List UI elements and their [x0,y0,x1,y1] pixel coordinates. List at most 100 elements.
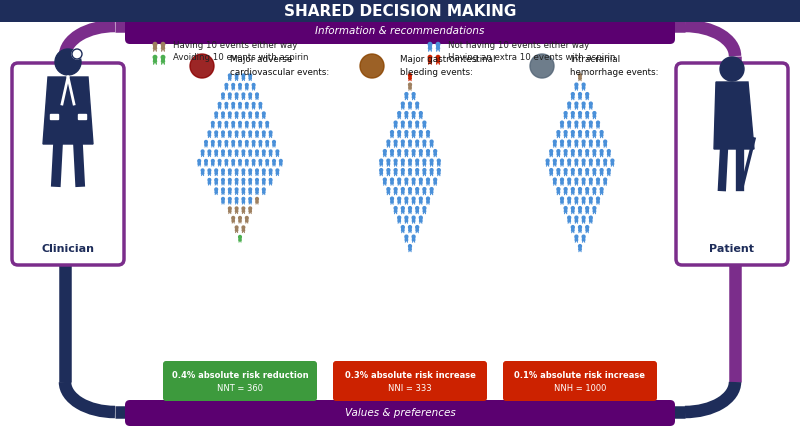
Circle shape [568,178,570,181]
Polygon shape [586,229,589,231]
Circle shape [428,56,432,59]
Circle shape [249,207,251,210]
Circle shape [387,140,390,143]
Polygon shape [597,124,599,126]
Circle shape [205,141,207,143]
Circle shape [380,169,382,171]
Polygon shape [409,171,411,174]
Polygon shape [229,77,231,79]
Polygon shape [246,124,248,126]
Circle shape [561,140,563,143]
Circle shape [225,141,228,143]
Circle shape [256,178,258,181]
Polygon shape [208,172,210,174]
Circle shape [568,216,570,219]
Polygon shape [611,162,614,164]
Polygon shape [394,171,397,174]
Polygon shape [253,105,254,108]
Polygon shape [229,210,231,212]
Polygon shape [242,172,245,174]
Polygon shape [419,181,422,184]
Polygon shape [419,115,422,117]
Polygon shape [256,181,258,184]
Circle shape [571,226,574,229]
Polygon shape [409,76,411,79]
Circle shape [412,178,415,181]
Circle shape [586,150,589,152]
Polygon shape [390,200,394,203]
Circle shape [242,197,245,200]
Circle shape [597,121,599,124]
Circle shape [249,150,251,153]
Circle shape [428,43,432,46]
Polygon shape [430,191,433,193]
Polygon shape [575,86,578,89]
Circle shape [568,197,570,200]
Polygon shape [578,171,582,174]
Circle shape [222,188,224,191]
Polygon shape [402,171,404,174]
Circle shape [412,150,415,152]
Circle shape [582,235,585,238]
Circle shape [593,150,596,152]
Circle shape [246,160,248,162]
Polygon shape [246,86,248,89]
Circle shape [436,56,440,59]
Polygon shape [423,124,426,126]
Circle shape [593,207,596,210]
Circle shape [409,187,411,191]
Circle shape [578,207,582,210]
Polygon shape [232,124,234,126]
Circle shape [582,121,585,124]
Circle shape [222,178,224,181]
Circle shape [266,122,269,124]
Circle shape [575,235,578,238]
Circle shape [405,235,408,238]
Circle shape [229,112,231,115]
Polygon shape [239,219,241,221]
Polygon shape [256,172,258,174]
Polygon shape [383,181,386,184]
Circle shape [578,150,582,152]
Polygon shape [398,219,401,221]
Circle shape [575,216,578,219]
FancyBboxPatch shape [333,361,487,401]
Circle shape [259,102,262,105]
Circle shape [590,140,592,143]
Polygon shape [578,247,582,250]
Polygon shape [409,143,411,145]
Circle shape [238,102,242,105]
Polygon shape [242,210,245,212]
Circle shape [416,159,418,162]
Circle shape [249,197,251,200]
Circle shape [575,102,578,105]
Polygon shape [246,143,248,145]
Polygon shape [276,172,278,174]
Polygon shape [434,152,437,155]
Polygon shape [380,162,382,164]
Polygon shape [575,124,578,126]
Circle shape [571,207,574,210]
Polygon shape [249,181,251,184]
Circle shape [416,187,418,191]
FancyBboxPatch shape [503,361,657,401]
Circle shape [259,141,262,143]
Circle shape [423,140,426,143]
Circle shape [593,169,596,171]
Circle shape [208,131,210,134]
Polygon shape [259,162,262,164]
Polygon shape [226,143,227,145]
Polygon shape [235,95,238,98]
Polygon shape [215,115,218,117]
Circle shape [405,197,408,200]
Circle shape [600,131,603,134]
Circle shape [256,131,258,134]
Polygon shape [262,115,265,117]
Circle shape [387,187,390,191]
Polygon shape [222,95,224,98]
Polygon shape [394,210,397,212]
Circle shape [409,207,411,210]
Circle shape [232,217,234,219]
Polygon shape [409,105,411,108]
Polygon shape [242,95,245,98]
